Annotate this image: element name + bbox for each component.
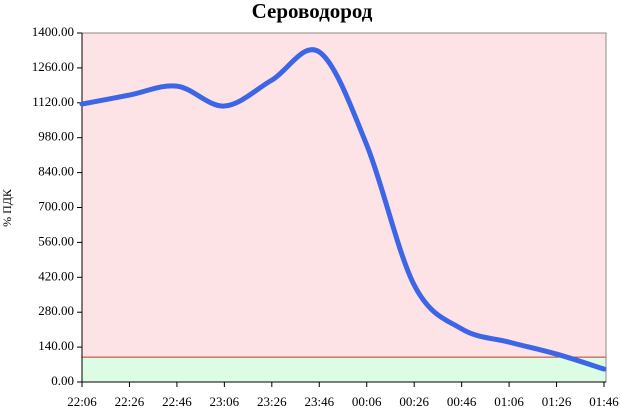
- y-axis-label: % ПДК: [0, 188, 14, 227]
- x-tick-label: 00:06: [352, 394, 382, 409]
- x-tick-label: 00:46: [447, 394, 477, 409]
- y-tick-label: 280.00: [38, 303, 74, 318]
- zone-below: [82, 357, 606, 382]
- x-tick-label: 22:26: [115, 394, 145, 409]
- x-tick-label: 01:26: [542, 394, 572, 409]
- x-tick-label: 23:46: [304, 394, 334, 409]
- chart-title: Сероводород: [252, 0, 373, 23]
- y-tick-label: 1400.00: [32, 24, 74, 39]
- y-tick-label: 980.00: [38, 129, 74, 144]
- x-tick-label: 01:46: [589, 394, 619, 409]
- zone-above: [82, 33, 606, 358]
- y-tick-label: 840.00: [38, 164, 74, 179]
- y-tick-label: 700.00: [38, 198, 74, 213]
- y-tick-label: 140.00: [38, 338, 74, 353]
- y-tick-label: 1260.00: [32, 59, 74, 74]
- x-tick-label: 00:26: [399, 394, 429, 409]
- x-tick-label: 22:06: [67, 394, 97, 409]
- y-tick-label: 560.00: [38, 233, 74, 248]
- x-tick-label: 23:06: [210, 394, 240, 409]
- x-tick-label: 22:46: [162, 394, 192, 409]
- y-tick-label: 1120.00: [32, 94, 74, 109]
- y-tick-label: 0.00: [51, 373, 74, 388]
- x-tick-label: 23:26: [257, 394, 287, 409]
- y-tick-label: 420.00: [38, 268, 74, 283]
- data-line: [79, 47, 607, 372]
- x-tick-label: 01:06: [494, 394, 524, 409]
